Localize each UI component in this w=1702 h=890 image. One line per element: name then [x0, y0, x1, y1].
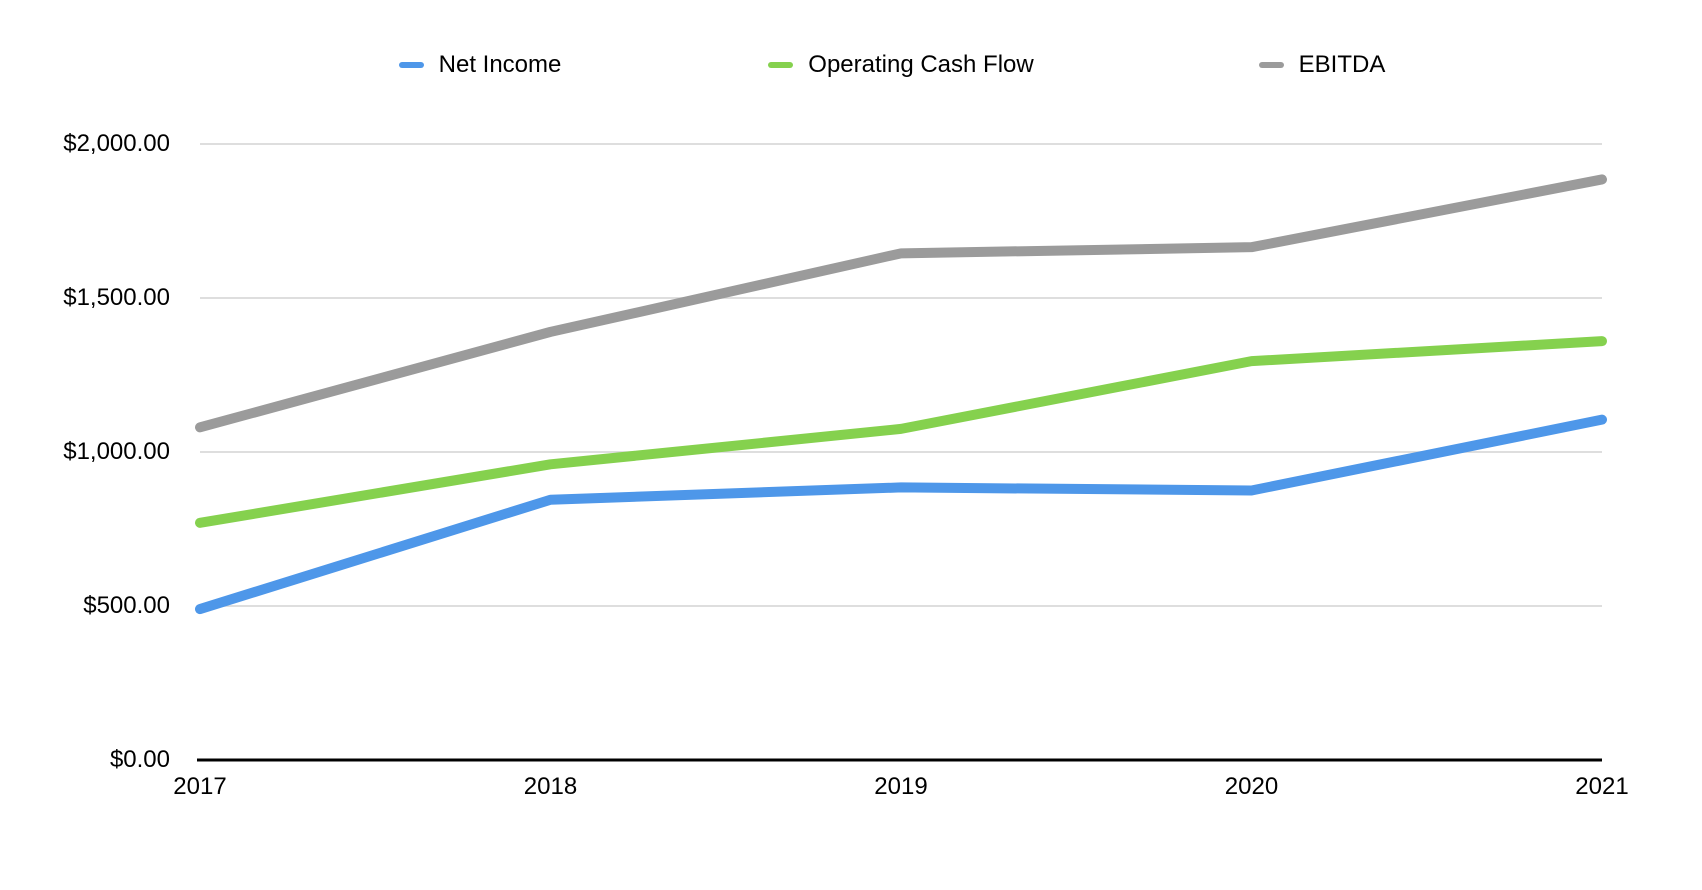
legend-label: Net Income [438, 51, 562, 78]
y-axis-tick-label: $0.00 [109, 746, 170, 773]
series-line-operating-cash-flow [195, 336, 1607, 528]
legend-label: EBITDA [1298, 51, 1386, 78]
legend-item-net-income: Net Income [270, 50, 691, 80]
y-axis-tick-label: $1,500.00 [63, 284, 170, 311]
legend-item-operating-cash-flow: Operating Cash Flow [691, 50, 1112, 80]
legend-swatch-icon [1258, 62, 1284, 68]
y-axis-tick-label: $1,000.00 [63, 438, 170, 465]
x-axis-tick-label: 2018 [523, 773, 578, 800]
legend-label: Operating Cash Flow [808, 51, 1034, 78]
chart-legend: Net Income Operating Cash Flow EBITDA [200, 50, 1602, 80]
series-line-net-income [195, 414, 1607, 615]
legend-swatch-icon [768, 62, 794, 68]
x-axis-tick-label: 2017 [173, 773, 227, 800]
legend-swatch-icon [398, 62, 424, 68]
legend-item-ebitda: EBITDA [1112, 50, 1533, 80]
x-axis-tick-label: 2019 [874, 773, 928, 800]
y-axis-tick-label: $2,000.00 [63, 130, 170, 157]
x-axis-tick-label: 2020 [1224, 773, 1279, 800]
series-line-ebitda [195, 174, 1607, 433]
x-axis-tick-label: 2021 [1575, 773, 1629, 800]
y-axis-tick-label: $500.00 [83, 592, 170, 619]
